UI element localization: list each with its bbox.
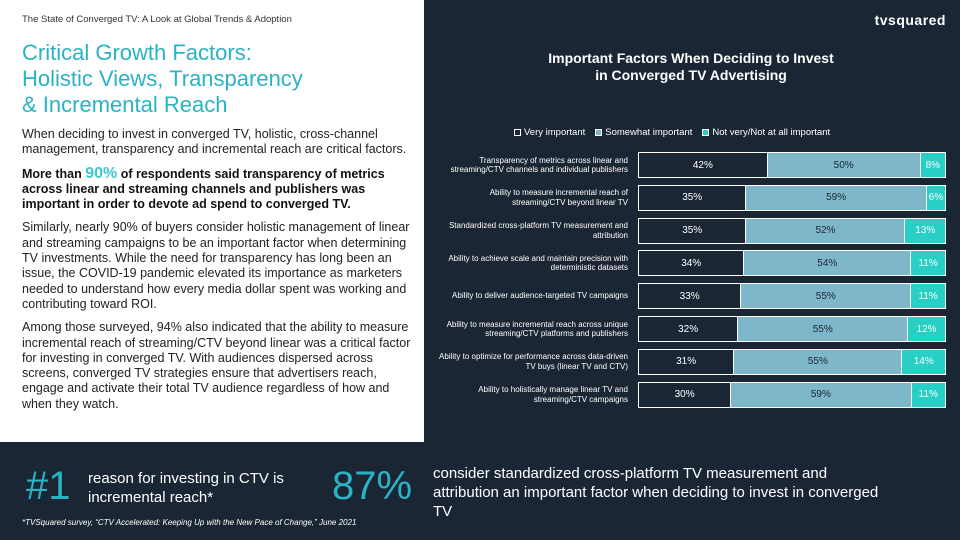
headline-line-3: & Incremental Reach — [22, 92, 228, 117]
bar-segment-not: 11% — [910, 382, 945, 407]
bar-segment-some: 50% — [766, 153, 920, 177]
stacked-bar: 32% 55% 12% — [638, 316, 946, 342]
headline-line-1: Critical Growth Factors: — [22, 40, 252, 65]
legend-label-very: Very important — [524, 127, 586, 138]
chart-panel: tvsquared Important Factors When Decidin… — [424, 0, 960, 442]
stacked-bar: 35% 52% 13% — [638, 217, 946, 244]
legend-swatch-very — [514, 129, 521, 136]
chart-row: Standardized cross-platform TV measureme… — [424, 217, 960, 245]
bar-segment-some: 59% — [745, 185, 926, 210]
chart-row: Ability to deliver audience-targeted TV … — [424, 282, 960, 310]
stacked-bar: 33% 55% 11% — [638, 283, 946, 310]
key-finding-prefix: More than — [22, 166, 86, 181]
bar-segment-not: 8% — [919, 153, 945, 177]
bar-segment-very: 33% — [639, 284, 741, 309]
stacked-bar: 35% 59% 6% — [638, 184, 946, 211]
paragraph-intro: When deciding to invest in converged TV,… — [22, 127, 407, 157]
chart-row: Ability to measure incremental reach of … — [424, 184, 960, 212]
chart-legend: Very important Somewhat important Not ve… — [514, 127, 830, 138]
bar-segment-not: 6% — [925, 185, 945, 210]
legend-label-not: Not very/Not at all important — [712, 127, 831, 138]
chart-title-line-1: Important Factors When Deciding to Inves… — [548, 50, 834, 66]
bar-segment-very: 35% — [639, 218, 746, 243]
bar-segment-very: 32% — [639, 317, 738, 341]
stacked-bar: 42% 50% 8% — [638, 152, 946, 178]
stacked-bar: 31% 55% 14% — [638, 348, 946, 375]
legend-swatch-somewhat — [595, 129, 603, 136]
stats-footer: #1 reason for investing in CTV is increm… — [0, 442, 960, 540]
paragraph-incremental: Among those surveyed, 94% also indicated… — [22, 320, 411, 411]
bar-segment-not: 13% — [904, 218, 945, 243]
stat-percent-number: 87% — [332, 464, 413, 508]
category-label: Ability to measure incremental reach acr… — [446, 319, 628, 339]
chart-title: Important Factors When Deciding to Inves… — [484, 50, 898, 84]
category-label: Ability to deliver audience-targeted TV … — [452, 291, 628, 301]
bar-segment-some: 59% — [730, 382, 911, 407]
category-label: Ability to measure incremental reach of … — [489, 188, 628, 207]
stat-rank-number: #1 — [26, 464, 71, 508]
category-label: Standardized cross-platform TV measureme… — [448, 221, 628, 240]
legend-label-somewhat: Somewhat important — [605, 127, 693, 138]
legend-item-somewhat: Somewhat important — [595, 127, 692, 138]
category-label: Transparency of metrics across linear an… — [450, 155, 628, 175]
stat-percent-text: consider standardized cross-platform TV … — [433, 465, 879, 520]
bar-segment-very: 30% — [639, 382, 731, 407]
paragraph-holistic: Similarly, nearly 90% of buyers consider… — [22, 220, 410, 311]
bar-segment-very: 35% — [639, 185, 746, 210]
paragraph-key-finding: More than 90% of respondents said transp… — [22, 164, 418, 213]
legend-swatch-not — [702, 129, 710, 136]
key-finding-suffix: of respondents said transparency of metr… — [22, 166, 385, 212]
bar-segment-some: 54% — [743, 251, 911, 276]
bar-segment-some: 52% — [745, 218, 905, 243]
chart-row: Ability to achieve scale and maintain pr… — [424, 249, 960, 277]
source-footnote: *TVSquared survey, “CTV Accelerated: Kee… — [22, 518, 357, 527]
brand-logo: tvsquared — [874, 12, 946, 28]
bar-segment-not: 12% — [907, 317, 945, 341]
stacked-bar: 34% 54% 11% — [638, 250, 946, 277]
bar-segment-some: 55% — [740, 284, 911, 309]
chart-row: Transparency of metrics across linear an… — [424, 151, 960, 179]
bar-segment-not: 11% — [910, 251, 945, 276]
bar-segment-some: 55% — [737, 317, 908, 341]
bar-segment-some: 55% — [733, 349, 902, 374]
legend-item-not: Not very/Not at all important — [702, 127, 830, 138]
category-label: Ability to optimize for performance acro… — [439, 352, 628, 371]
legend-item-very: Very important — [514, 127, 585, 138]
bar-segment-very: 34% — [639, 251, 744, 276]
chart-row: Ability to holistically manage linear TV… — [424, 381, 960, 409]
chart-row: Ability to measure incremental reach acr… — [424, 315, 960, 343]
left-panel: The State of Converged TV: A Look at Glo… — [0, 0, 424, 442]
bar-segment-very: 42% — [639, 153, 767, 177]
report-title: The State of Converged TV: A Look at Glo… — [22, 14, 292, 25]
stat-rank-text: reason for investing in CTV is increment… — [88, 470, 284, 506]
chart-row: Ability to optimize for performance acro… — [424, 348, 960, 376]
bar-segment-not: 11% — [910, 284, 945, 309]
stacked-bar: 30% 59% 11% — [638, 381, 946, 408]
key-finding-highlight: 90% — [85, 164, 118, 182]
body-text: When deciding to invest in converged TV,… — [22, 127, 418, 420]
headline-line-2: Holistic Views, Transparency — [22, 66, 303, 91]
page-headline: Critical Growth Factors: Holistic Views,… — [22, 40, 418, 118]
bar-segment-not: 14% — [901, 349, 945, 374]
category-label: Ability to holistically manage linear TV… — [478, 385, 628, 404]
chart-title-line-2: in Converged TV Advertising — [595, 67, 787, 83]
category-label: Ability to achieve scale and maintain pr… — [448, 253, 628, 273]
bar-segment-very: 31% — [639, 349, 734, 374]
